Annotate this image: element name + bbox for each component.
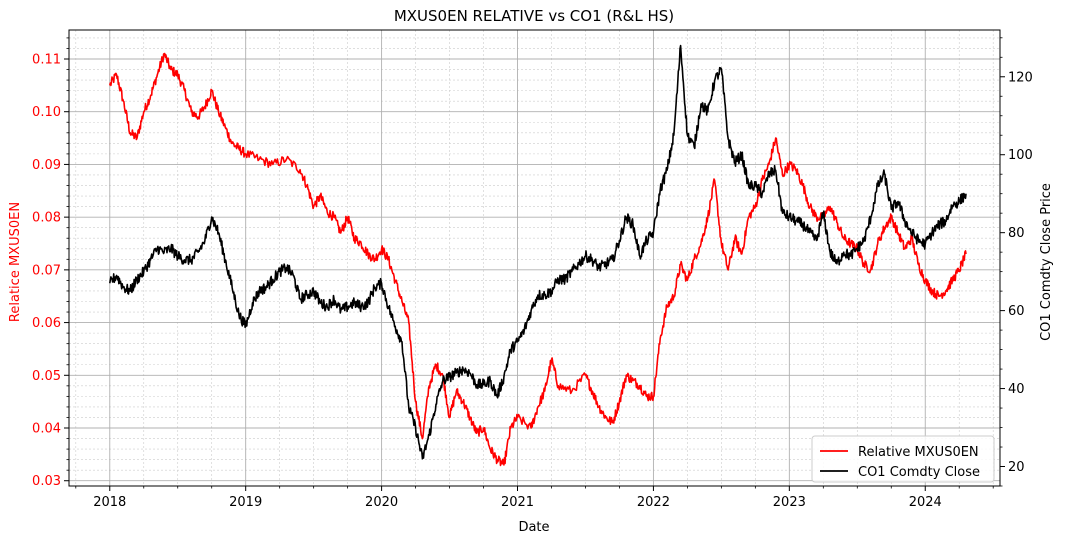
y-left-tick-label: 0.07 (32, 263, 61, 278)
legend-box (811, 435, 995, 483)
legend-label-relative: Relative MXUS0EN (858, 445, 979, 460)
y-left-tick-label: 0.11 (32, 52, 61, 67)
series-layer (109, 44, 967, 467)
x-tick-label: 2019 (229, 495, 262, 510)
y-left-tick-label: 0.10 (32, 105, 61, 120)
x-tick-label: 2024 (909, 495, 942, 510)
x-tick-label: 2018 (93, 495, 126, 510)
legend-label-co1: CO1 Comdty Close (858, 465, 980, 480)
x-tick-label: 2022 (637, 495, 670, 510)
y-right-tick-label: 120 (1008, 70, 1033, 85)
x-tick-label: 2021 (501, 495, 534, 510)
y-left-tick-label: 0.04 (32, 422, 61, 437)
legend: Relative MXUS0EN CO1 Comdty Close (811, 435, 995, 483)
y-left-tick-label: 0.03 (32, 474, 61, 489)
y-left-tick-label: 0.09 (32, 158, 61, 173)
y-right-tick-label: 80 (1008, 226, 1025, 241)
y-left-tick-label: 0.05 (32, 369, 61, 384)
y-axis-left-title: Relatice MXUS0EN (8, 202, 23, 322)
y-right-tick-label: 100 (1008, 148, 1033, 163)
y-left-tick-label: 0.08 (32, 211, 61, 226)
y-right-tick-label: 60 (1008, 304, 1025, 319)
series-line-relative-mxus0en (109, 52, 967, 467)
series-line-co1-comdty-close (109, 44, 967, 460)
x-axis-title: Date (518, 520, 549, 535)
x-tick-label: 2020 (365, 495, 398, 510)
y-right-tick-label: 40 (1008, 382, 1025, 397)
major-grid (69, 30, 1000, 486)
x-tick-label: 2023 (773, 495, 806, 510)
plot-frame (68, 29, 1001, 487)
y-left-tick-label: 0.06 (32, 316, 61, 331)
y-right-tick-label: 20 (1008, 460, 1025, 475)
y-axis-left: 0.03 0.04 0.05 0.06 0.07 0.08 0.09 0.10 0.11 (32, 37, 69, 489)
y-axis-right-title: CO1 Comdty Close Price (1039, 183, 1054, 341)
minor-grid (69, 30, 1000, 486)
y-axis-right: 20 40 60 80 100 120 (1000, 37, 1033, 487)
x-axis: 2018 2019 2020 2021 2022 2023 2024 (75, 486, 994, 510)
chart-title: MXUS0EN RELATIVE vs CO1 (R&L HS) (394, 7, 674, 25)
